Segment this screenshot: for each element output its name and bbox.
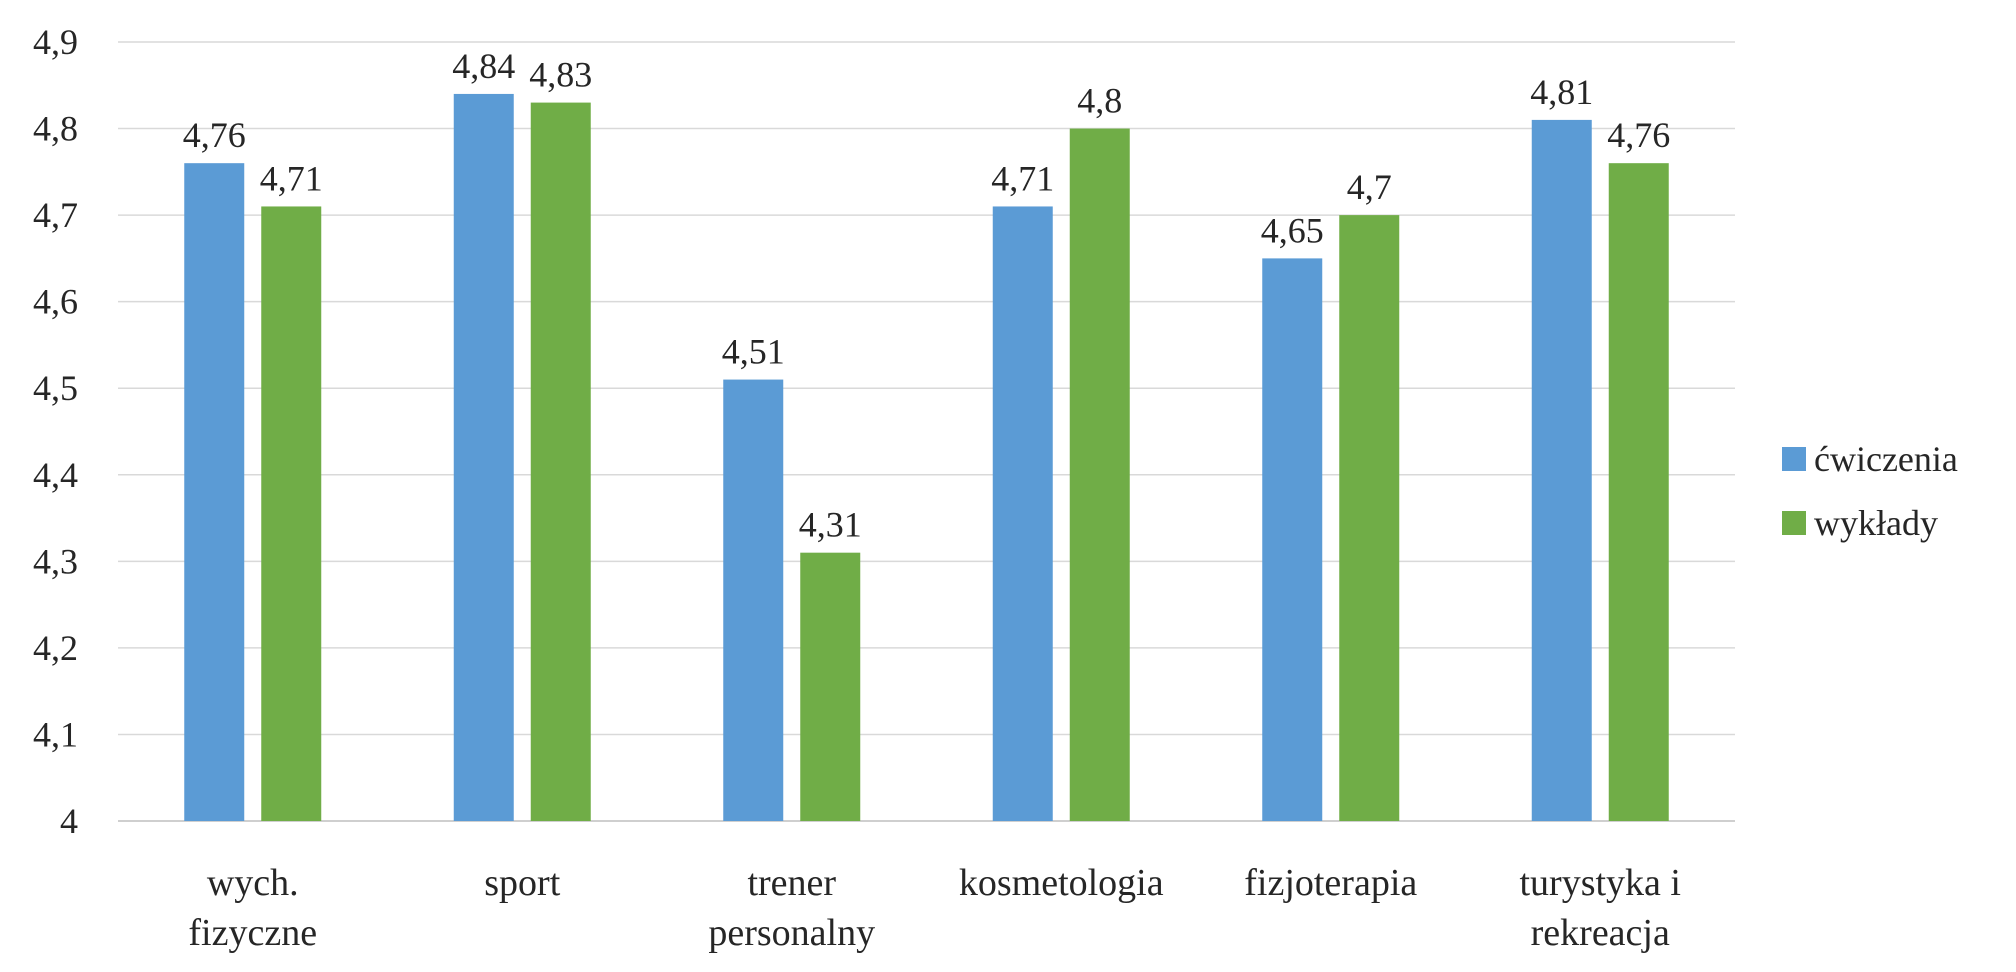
x-axis-ticks: wych. fizyczne sport trener personalny kosmet… [188,862,1681,954]
x-tick-label: rekreacja [1531,912,1670,954]
y-tick-label: 4,5 [33,368,78,408]
data-label: 4,71 [991,158,1054,198]
y-tick-label: 4,2 [33,628,78,668]
bars [184,93,1669,822]
x-tick-label: kosmetologia [959,862,1164,904]
x-tick-label: turystyka i [1520,862,1681,904]
data-labels: 4,76 4,71 4,84 4,83 4,51 4,31 4,71 4,8 4,65 4,7 4,… [183,46,1671,545]
data-label: 4,31 [799,505,862,545]
y-axis-ticks: 4 4,1 4,2 4,3 4,4 4,5 4,6 4,7 4,8 4,9 [33,22,78,841]
bar-wyklady [1608,163,1669,821]
data-label: 4,84 [452,46,515,86]
y-tick-label: 4,6 [33,282,78,322]
x-tick-label: sport [484,862,560,904]
bar-wyklady [1069,128,1130,822]
bar-cwiczenia [453,93,514,821]
x-tick-label: wych. [207,862,299,904]
legend: ćwiczenia wykłady [1782,439,1958,543]
legend-swatch [1782,511,1806,535]
data-label: 4,76 [1607,115,1670,155]
y-tick-label: 4,9 [33,22,78,62]
legend-label: ćwiczenia [1814,439,1958,479]
data-label: 4,76 [183,115,246,155]
x-tick-label: trener [747,862,836,904]
y-tick-label: 4,8 [33,109,78,149]
data-label: 4,71 [260,158,323,198]
bar-wyklady [800,552,861,821]
legend-label: wykłady [1814,503,1938,543]
y-tick-label: 4 [60,801,78,841]
x-tick-label: personalny [708,912,875,954]
x-tick-label: fizjoterapia [1244,862,1417,904]
bar-wyklady [1339,215,1400,822]
bar-wyklady [261,206,322,821]
bar-cwiczenia [184,163,245,821]
data-label: 4,83 [529,55,592,95]
data-label: 4,51 [722,332,785,372]
legend-swatch [1782,447,1806,471]
y-tick-label: 4,4 [33,455,78,495]
data-label: 4,65 [1261,210,1324,250]
bar-cwiczenia [723,379,784,821]
y-tick-label: 4,7 [33,195,78,235]
data-label: 4,81 [1530,72,1593,112]
data-label: 4,7 [1347,167,1392,207]
y-tick-label: 4,3 [33,541,78,581]
bar-cwiczenia [992,206,1053,821]
gridlines [118,41,1735,822]
bar-wyklady [530,102,591,822]
x-tick-label: fizyczne [188,912,317,954]
bar-cwiczenia [1531,119,1592,821]
data-label: 4,8 [1077,81,1122,121]
y-tick-label: 4,1 [33,714,78,754]
bar-cwiczenia [1262,258,1323,821]
